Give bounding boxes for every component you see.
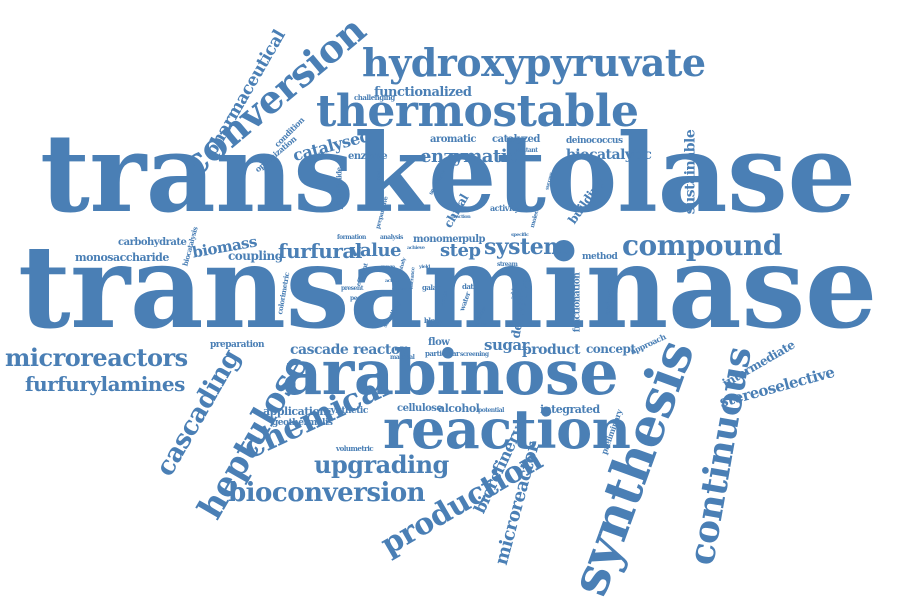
word-upgrading: upgrading — [314, 450, 449, 479]
word-phthalimide: phthalimide — [334, 167, 344, 210]
word-deinococcus: deinococcus — [566, 136, 623, 146]
word-application: application — [263, 405, 327, 418]
word-monosaccharide: monosaccharide — [75, 251, 169, 264]
word-block: block — [424, 316, 443, 325]
word-arabinose: arabinose — [282, 336, 619, 409]
word-fractionation: fractionation — [572, 272, 583, 333]
word-synthetic: synthetic — [326, 406, 368, 416]
word-system: system — [484, 234, 567, 260]
word-sustainable: sustainable — [682, 129, 699, 215]
word-transketolase: transketolase — [40, 111, 856, 237]
word-transaminase: transaminase — [18, 220, 877, 354]
word-reactor: reactor — [353, 342, 407, 358]
word-analysis: analysis — [380, 234, 403, 241]
word-cascade: cascade — [290, 342, 349, 358]
word-formation: formation — [337, 234, 366, 241]
word-present: present — [341, 285, 364, 292]
word-material: material — [390, 354, 415, 361]
word-data: data — [462, 282, 478, 291]
word-potential: potential — [478, 407, 504, 414]
word-galac: galac — [422, 283, 441, 292]
word-higher: higher — [427, 322, 443, 328]
word-step: step — [440, 240, 481, 261]
word-fraction: fraction — [452, 214, 471, 220]
word-stream: stream — [497, 261, 518, 268]
word-pulp: pulp — [462, 234, 486, 245]
word-product: product — [522, 342, 580, 358]
word-global: global — [392, 286, 407, 292]
word-integrated: integrated — [540, 403, 600, 416]
word-thermostable: thermostable — [316, 86, 639, 137]
word-achieve: achieve — [407, 245, 425, 251]
word-flow: flow — [428, 337, 450, 348]
word-yield: yield — [419, 264, 430, 270]
word-pectin: pectin — [350, 295, 369, 302]
word-catalyzed: catalyzed — [492, 134, 540, 145]
word-enzyme: enzyme — [348, 151, 388, 162]
word-enzymatic: enzymatic — [420, 146, 518, 167]
word-specific: specific — [511, 232, 529, 238]
word-biocatalytic: biocatalytic — [566, 147, 652, 163]
word-functionalized: functionalized — [374, 85, 472, 100]
word-active: active — [385, 278, 399, 284]
word-screening: screening — [460, 351, 489, 358]
word-volumetric: volumetric — [336, 444, 374, 453]
word-furfural: furfural — [278, 239, 362, 263]
word-challenging: challenging — [354, 93, 395, 102]
word-sugar: sugar — [484, 336, 529, 354]
word-monomer: monomer — [413, 234, 463, 245]
word-activity: activity — [490, 203, 519, 213]
word-bioconversion: bioconversion — [228, 478, 426, 508]
word-geothermalis: geothermalis — [272, 418, 333, 428]
word-pure: pure — [475, 321, 486, 327]
word-alcohol: alcohol — [438, 402, 480, 415]
word-particular: particular — [425, 349, 460, 358]
word-aromatic: aromatic — [430, 134, 477, 145]
word-microreactors: microreactors — [5, 343, 188, 372]
word-hydroxypyruvate: hydroxypyruvate — [362, 40, 706, 85]
word-reaction: reaction — [383, 397, 631, 461]
word-value: value — [350, 240, 402, 261]
word-furfurylamines: furfurylamines — [25, 372, 185, 396]
word-range: range — [381, 264, 395, 270]
word-coupling: coupling — [228, 249, 283, 263]
word-cellulose: cellulose — [397, 403, 443, 414]
word-method: method — [582, 252, 618, 262]
word-concept: concept — [586, 342, 636, 356]
word-compound: compound — [622, 229, 782, 262]
word-preparation: preparation — [210, 340, 265, 350]
word-mutant: mutant — [516, 147, 538, 154]
word-carbohydrate: carbohydrate — [118, 237, 187, 248]
